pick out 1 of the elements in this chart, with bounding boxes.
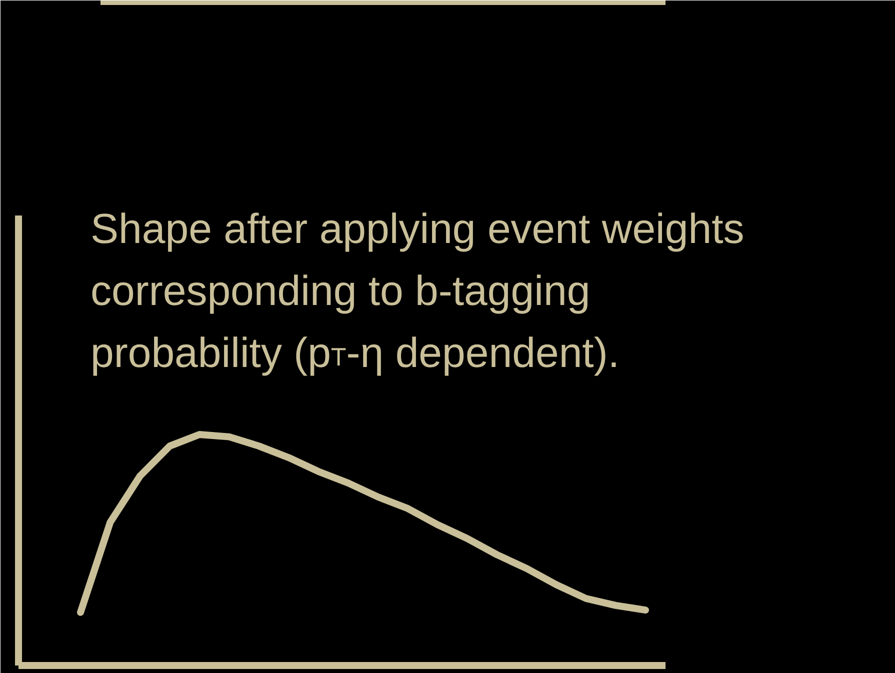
chart-title: Shape after applying event weights corresponding to b-tagging probability (pT-η dependent). (90, 205, 744, 376)
